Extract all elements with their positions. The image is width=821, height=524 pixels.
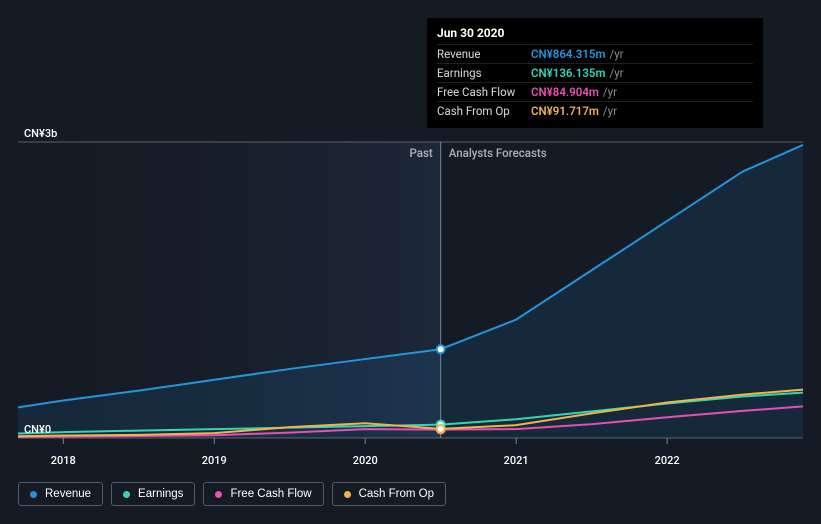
- legend-label: Cash From Op: [359, 488, 434, 500]
- tooltip-row-suffix: /yr: [603, 85, 617, 99]
- x-axis-label: 2022: [655, 454, 680, 467]
- tooltip-row-value: CN¥91.717m: [531, 104, 599, 118]
- financial-chart: CN¥0 CN¥3b 2018 2019 2020 2021 2022 Past Anal…: [0, 0, 821, 524]
- tooltip-row-label: Cash From Op: [437, 104, 531, 118]
- tooltip-row-suffix: /yr: [603, 104, 617, 118]
- legend-item-revenue[interactable]: Revenue: [18, 482, 103, 506]
- legend-label: Revenue: [45, 488, 91, 500]
- legend-item-cash-from-op[interactable]: Cash From Op: [332, 482, 446, 506]
- tooltip-row: Cash From OpCN¥91.717m/yr: [437, 101, 753, 120]
- legend-label: Earnings: [138, 488, 183, 500]
- legend-item-earnings[interactable]: Earnings: [111, 482, 195, 506]
- x-axis-label: 2020: [353, 454, 378, 467]
- tooltip-date: Jun 30 2020: [437, 24, 753, 44]
- tooltip-row-label: Earnings: [437, 66, 531, 80]
- legend-item-free-cash-flow[interactable]: Free Cash Flow: [203, 482, 323, 506]
- tooltip-row-suffix: /yr: [609, 47, 623, 61]
- tooltip-row-value: CN¥864.315m: [531, 47, 605, 61]
- tooltip-row: Free Cash FlowCN¥84.904m/yr: [437, 82, 753, 101]
- y-axis-label: CN¥0: [24, 423, 51, 436]
- tooltip-row-label: Revenue: [437, 47, 531, 61]
- legend-dot: [30, 491, 37, 498]
- legend-label: Free Cash Flow: [230, 488, 311, 500]
- tooltip-row: RevenueCN¥864.315m/yr: [437, 44, 753, 63]
- tooltip-row: EarningsCN¥136.135m/yr: [437, 63, 753, 82]
- x-axis-label: 2019: [202, 454, 227, 467]
- legend-dot: [123, 491, 130, 498]
- past-region-label: Past: [409, 146, 432, 160]
- tooltip-row-value: CN¥136.135m: [531, 66, 605, 80]
- legend-dot: [215, 491, 222, 498]
- x-axis-label: 2021: [504, 454, 529, 467]
- chart-legend: Revenue Earnings Free Cash Flow Cash From O…: [18, 482, 446, 506]
- tooltip-row-value: CN¥84.904m: [531, 85, 599, 99]
- forecast-region-label: Analysts Forecasts: [449, 146, 547, 160]
- chart-tooltip: Jun 30 2020 RevenueCN¥864.315m/yrEarning…: [427, 18, 763, 128]
- tooltip-row-suffix: /yr: [609, 66, 623, 80]
- x-axis-label: 2018: [51, 454, 76, 467]
- legend-dot: [344, 491, 351, 498]
- y-axis-label: CN¥3b: [24, 127, 57, 140]
- tooltip-row-label: Free Cash Flow: [437, 85, 531, 99]
